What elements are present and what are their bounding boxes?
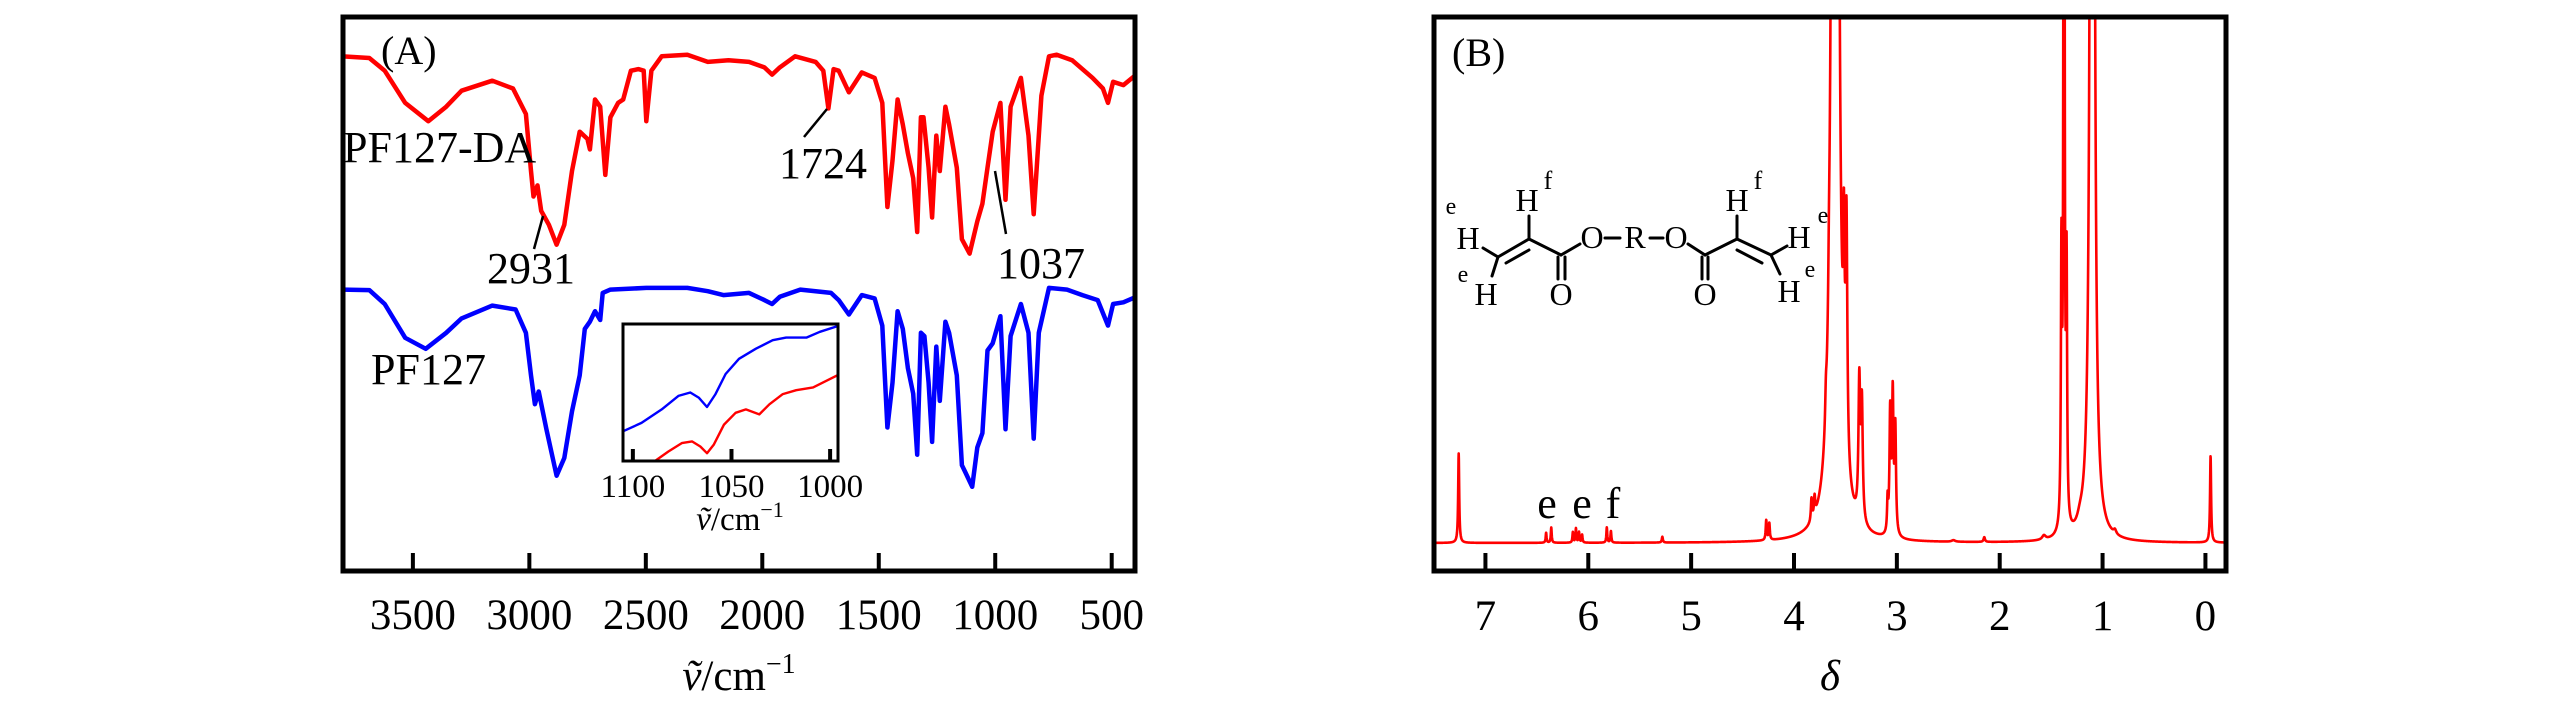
panel-a-ftir: 3500 3000 2500 2000 1500 1000 500 (A) PF127-DA…: [340, 14, 1144, 700]
inset-xlabel-exp: −1: [760, 497, 783, 522]
annotation-leader-1724: [803, 108, 828, 138]
nmr-curve: [1434, 17, 2226, 545]
inset-xlabel-unit: /cm: [711, 502, 761, 538]
atom-label: H: [1474, 276, 1497, 312]
atom-label: e: [1818, 203, 1829, 229]
x-tick-label: 2: [1989, 593, 2011, 640]
nmr-spectrum-line: [1434, 17, 2226, 545]
panel-b-x-axis: 7 6 5 4 3 2 1 0: [1475, 553, 2216, 640]
atom-label: O: [1664, 219, 1687, 255]
x-tick-label: 3000: [486, 592, 572, 639]
annotation-leader-1037: [993, 170, 1008, 235]
x-tick-label: 3500: [370, 592, 456, 639]
inset-curves: [623, 324, 838, 461]
x-tick-label: 4: [1783, 593, 1805, 640]
inset-chart: 1100 1050 1000 ṽ/cm−1: [600, 322, 863, 538]
panel-a-x-axis-title: ṽ/cm−1: [682, 649, 795, 700]
series-line-pf127: [343, 285, 1135, 490]
atom-label: O: [1580, 219, 1603, 255]
panel-a-frame: [340, 14, 1138, 574]
panel-a-x-axis: 3500 3000 2500 2000 1500 1000 500: [370, 553, 1144, 639]
x-tick-label: 1000: [952, 592, 1038, 639]
atom-label: H: [1787, 219, 1810, 255]
xlabel-symbol: ṽ: [682, 653, 703, 700]
xlabel-unit: /cm: [701, 653, 765, 700]
series-label-pf127-da: PF127-DA: [343, 123, 536, 172]
panel-b-label: (B): [1452, 30, 1505, 75]
atom-label: f: [1754, 166, 1763, 195]
peak-label-e1: e: [1537, 479, 1557, 528]
peak-label-e2: e: [1572, 479, 1592, 528]
atom-label: O: [1693, 276, 1716, 312]
inset-xlabel-symbol: ṽ: [696, 502, 712, 538]
x-tick-label: 2000: [719, 592, 805, 639]
panel-b-frame: [1431, 14, 2229, 574]
atom-label: e: [1805, 257, 1816, 283]
x-tick-label: 1500: [836, 592, 922, 639]
structure-bonds: [1481, 214, 1789, 281]
annotation-leader-2931: [532, 215, 545, 250]
x-tick-label: 1050: [698, 469, 764, 505]
x-tick-label: 1100: [600, 469, 665, 505]
x-tick-label: 2500: [603, 592, 689, 639]
inset-line-pf127: [623, 324, 838, 433]
panel-a-label: (A): [381, 28, 437, 73]
diacrylate-structure: e H e H H f O O R O O H f H e H e: [1446, 166, 1829, 312]
atom-label: e: [1446, 194, 1457, 220]
annotation-1724: 1724: [779, 139, 867, 188]
atom-label: f: [1544, 166, 1553, 195]
x-tick-label: 1: [2092, 593, 2114, 640]
inset-x-axis: 1100 1050 1000: [600, 449, 863, 505]
x-tick-label: 5: [1680, 593, 1702, 640]
atom-label: e: [1458, 262, 1469, 288]
atom-label: H: [1515, 182, 1538, 218]
atom-label: H: [1777, 273, 1800, 309]
x-tick-label: 3: [1886, 593, 1908, 640]
atom-label: O: [1549, 276, 1572, 312]
annotation-2931: 2931: [487, 244, 575, 293]
annotation-1037: 1037: [997, 239, 1085, 288]
x-tick-label: 7: [1475, 593, 1497, 640]
x-tick-label: 1000: [797, 469, 863, 505]
panel-b-x-axis-title: δ: [1820, 653, 1841, 700]
x-tick-label: 0: [2195, 593, 2217, 640]
panel-b-nmr: 7 6 5 4 3 2 1 0 (B) e e f: [1431, 14, 2229, 700]
inset-line-pf127-da: [653, 373, 838, 461]
series-line-pf127-da: [343, 52, 1135, 256]
x-tick-label: 500: [1079, 592, 1144, 639]
xlabel-exp: −1: [766, 649, 796, 680]
ftir-curves: [343, 52, 1135, 490]
atom-label: H: [1456, 220, 1479, 256]
peak-label-f: f: [1606, 479, 1621, 528]
series-label-pf127: PF127: [371, 345, 486, 394]
x-tick-label: 6: [1578, 593, 1600, 640]
atom-label: H: [1725, 182, 1748, 218]
inset-x-axis-title: ṽ/cm−1: [696, 497, 784, 538]
atom-label: R: [1624, 219, 1646, 255]
